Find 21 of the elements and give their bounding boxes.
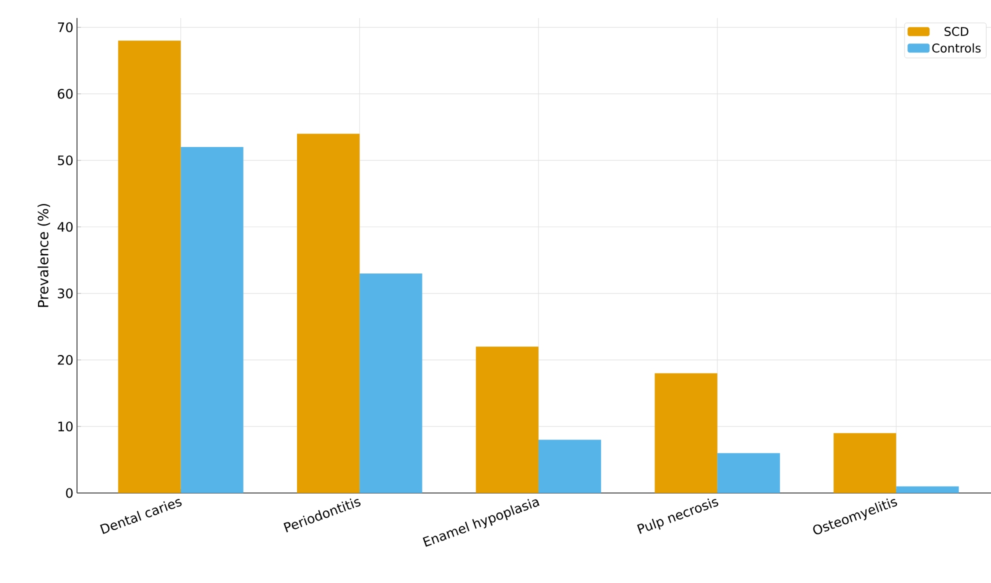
y-tick-label: 20 [58,355,73,365]
bar [538,440,602,493]
bar [118,40,181,493]
y-tick-label: 0 [66,488,73,498]
bar [297,134,360,493]
bar [896,486,959,493]
bar [360,273,422,493]
legend-label: Controls [932,43,981,53]
bar [834,433,896,493]
bar [654,373,718,493]
bar [180,147,244,493]
y-tick-label: 50 [58,155,73,166]
y-tick-label: 60 [58,88,73,99]
y-axis-title: Prevalence (%) [38,204,50,307]
y-tick-label: 40 [58,222,73,232]
y-tick-label: 30 [58,288,73,298]
y-tick-label: 70 [58,22,73,32]
bar [476,346,538,493]
y-tick-label: 10 [58,422,73,432]
bar [717,453,780,493]
legend-label: SCD [944,26,968,36]
